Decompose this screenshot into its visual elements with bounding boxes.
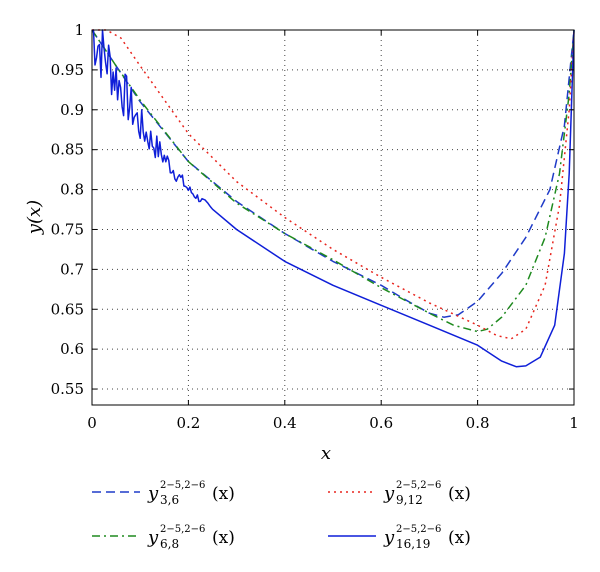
legend-argument-2: (x) bbox=[448, 484, 471, 504]
plot-frame bbox=[91, 29, 575, 406]
legend-label-3: y bbox=[383, 527, 395, 548]
legend: y 2−5,2−63,6 (x)y 2−5,2−66,8 (x)y 2−5,2−69,12… bbox=[92, 480, 471, 551]
y-tick-label: 0.95 bbox=[51, 61, 84, 79]
legend-argument-0: (x) bbox=[212, 484, 235, 504]
series-line-3 bbox=[91, 29, 575, 368]
series-line-1 bbox=[91, 29, 575, 333]
x-tick-label: 0.2 bbox=[176, 414, 200, 432]
legend-subscript-3: 16,19 bbox=[396, 537, 430, 551]
x-tick-label: 0.8 bbox=[466, 414, 490, 432]
legend-subscript-1: 6,8 bbox=[160, 537, 179, 551]
y-tick-label: 0.85 bbox=[51, 141, 84, 159]
y-axis-label: y(x) bbox=[24, 200, 45, 235]
legend-argument-1: (x) bbox=[212, 528, 235, 548]
legend-subscript-2: 9,12 bbox=[396, 493, 423, 507]
legend-superscript-1: 2−5,2−6 bbox=[160, 524, 205, 535]
legend-subscript-0: 3,6 bbox=[160, 493, 179, 507]
y-tick-label: 0.8 bbox=[60, 181, 84, 199]
x-tick-label: 0.6 bbox=[369, 414, 393, 432]
y-tick-label: 0.75 bbox=[51, 220, 84, 238]
legend-superscript-2: 2−5,2−6 bbox=[396, 480, 441, 491]
x-tick-label: 1 bbox=[569, 414, 579, 432]
legend-label-0: y bbox=[147, 483, 159, 504]
x-tick-label: 0.4 bbox=[273, 414, 297, 432]
y-tick-label: 0.6 bbox=[60, 340, 84, 358]
x-axis-label: x bbox=[321, 443, 331, 464]
legend-label-2: y bbox=[383, 483, 395, 504]
y-tick-label: 0.65 bbox=[51, 300, 84, 318]
legend-superscript-3: 2−5,2−6 bbox=[396, 524, 441, 535]
series-line-0 bbox=[91, 29, 575, 318]
series-line-2 bbox=[92, 29, 575, 340]
grid-layer bbox=[92, 30, 574, 405]
y-tick-label: 0.7 bbox=[60, 260, 84, 278]
y-tick-label: 1 bbox=[74, 21, 84, 39]
y-tick-label: 0.9 bbox=[60, 101, 84, 119]
legend-label-1: y bbox=[147, 527, 159, 548]
x-tick-label: 0 bbox=[87, 414, 97, 432]
legend-superscript-0: 2−5,2−6 bbox=[160, 480, 205, 491]
legend-argument-3: (x) bbox=[448, 528, 471, 548]
tick-layer: 0 0.2 0.4 0.6 0.8 1 0.55 0.6 0.65 0.7 0.75 0.8 0.85 0… bbox=[51, 21, 579, 432]
y-tick-label: 0.55 bbox=[51, 380, 84, 398]
series-layer bbox=[91, 29, 575, 368]
